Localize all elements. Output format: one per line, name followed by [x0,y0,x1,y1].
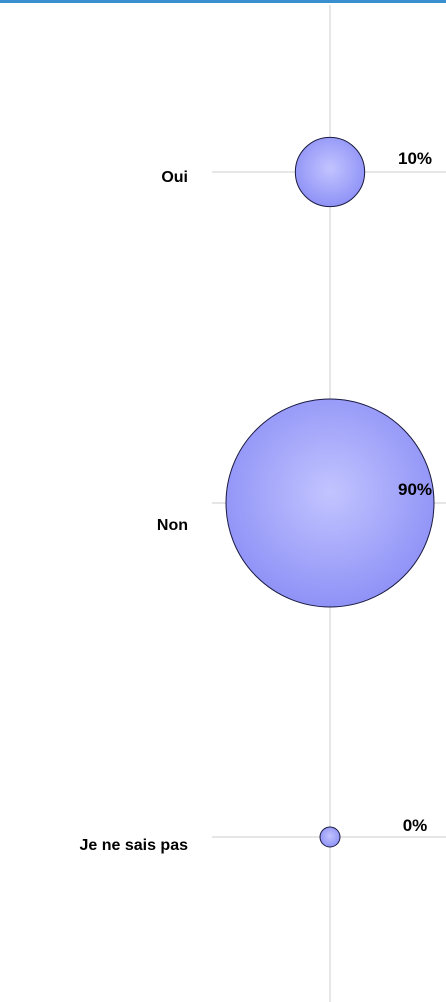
bubble-je-ne-sais-pas [319,826,341,848]
value-label: 0% [403,816,428,835]
label-layer: Oui 10% Non 90% Je ne sais pas 0% [79,149,432,854]
bubble-layer [225,136,435,848]
bubble-oui [294,136,366,208]
bubble-non [225,398,435,608]
top-accent-rule [0,0,446,3]
value-label: 90% [398,480,432,499]
value-label: 10% [398,149,432,168]
category-label: Oui [161,169,188,186]
category-label: Je ne sais pas [79,837,188,854]
category-label: Non [157,517,188,534]
